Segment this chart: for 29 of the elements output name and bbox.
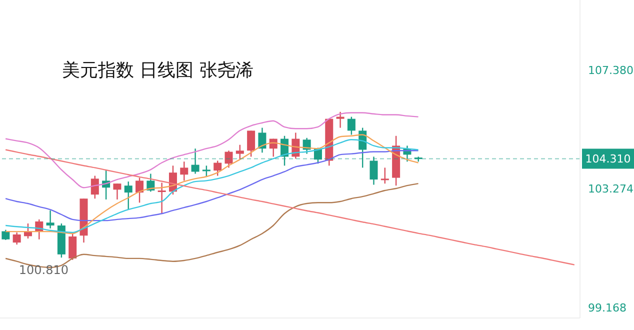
candlestick [258, 127, 266, 154]
candlestick [336, 111, 344, 128]
candlestick [12, 232, 21, 246]
candlestick [380, 167, 389, 184]
candlestick [2, 229, 10, 241]
candlestick [90, 175, 99, 200]
candlestick [180, 161, 188, 182]
y-tick-label: 103.274 [588, 182, 634, 196]
candlestick [202, 165, 210, 178]
candlestick [370, 156, 378, 186]
candlestick [113, 182, 122, 200]
y-tick-label: 99.168 [588, 301, 626, 314]
text: 美元指数 日线图 张尧浠 [62, 59, 254, 82]
candlestick [124, 180, 132, 210]
line-series [4, 149, 576, 266]
annotation: 100.810 [18, 262, 68, 277]
candlestick [46, 210, 54, 229]
candlestick [214, 160, 222, 176]
candlestick [136, 177, 144, 204]
candlestick [347, 116, 356, 136]
candlestick [158, 182, 166, 214]
ref-line-label: 104.310 [585, 152, 631, 166]
candlestick [68, 232, 77, 260]
y-tick-label: 107.380 [588, 64, 634, 77]
candlestick [224, 150, 233, 168]
candlestick [236, 144, 244, 160]
line-series [4, 150, 419, 222]
candlestick [191, 148, 200, 174]
candlestick [247, 130, 256, 158]
